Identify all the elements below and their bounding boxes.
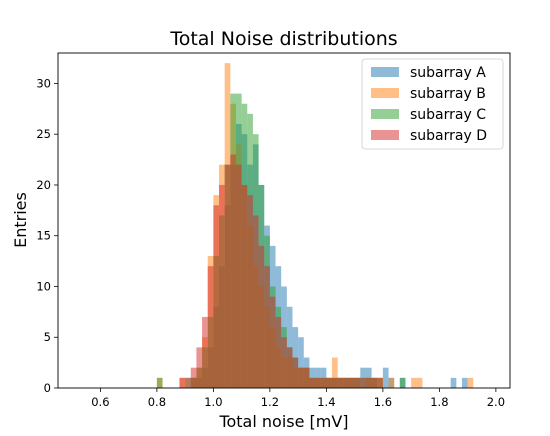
histogram-bar — [360, 377, 366, 388]
legend-swatch — [371, 67, 399, 77]
histogram-bar — [241, 184, 248, 388]
x-axis-label: Total noise [mV] — [218, 412, 348, 431]
histogram-bar — [348, 377, 355, 388]
histogram-bar — [332, 377, 338, 388]
histogram-bar — [337, 377, 344, 388]
histogram-bar — [224, 164, 231, 388]
legend-swatch — [371, 109, 399, 119]
histogram-bar — [269, 296, 276, 388]
y-tick-label: 30 — [36, 76, 51, 90]
x-tick-label: 0.8 — [148, 395, 166, 409]
legend-label: subarray A — [410, 65, 486, 81]
legend-label: subarray C — [410, 107, 486, 123]
histogram-bar — [332, 357, 338, 388]
y-tick-label: 25 — [36, 127, 51, 141]
histogram-bar — [156, 377, 163, 388]
y-tick-label: 15 — [36, 229, 51, 243]
legend-swatch — [371, 130, 399, 140]
histogram-bar — [315, 377, 321, 388]
legend-box — [361, 58, 504, 150]
histogram-bar — [371, 377, 378, 388]
x-tick-label: 1.6 — [374, 395, 392, 409]
y-tick-label: 0 — [44, 381, 51, 395]
histogram-bar — [230, 154, 236, 388]
histogram-bar — [377, 377, 383, 388]
legend-label: subarray D — [410, 128, 487, 144]
histogram-bar — [281, 337, 287, 388]
histogram-bar — [382, 367, 389, 388]
histogram-bar — [264, 266, 270, 388]
x-tick-label: 1.2 — [261, 395, 279, 409]
histogram-bar — [196, 347, 203, 388]
x-tick-label: 0.6 — [91, 395, 109, 409]
x-axis-ticks: 0.6 0.8 1.0 1.2 1.4 1.6 1.8 2.0 — [91, 388, 505, 409]
histogram-bar — [275, 316, 282, 388]
histogram-bar — [202, 316, 208, 388]
y-tick-label: 20 — [36, 178, 51, 192]
histogram-bar — [365, 377, 372, 388]
series-4 — [179, 154, 383, 388]
histogram-bar — [303, 367, 310, 388]
histogram-bar — [247, 195, 253, 388]
x-tick-label: 1.4 — [317, 395, 335, 409]
x-tick-label: 2.0 — [487, 395, 505, 409]
y-axis-ticks: 0 5 10 15 20 25 30 — [36, 76, 58, 395]
histogram-bar — [190, 367, 197, 388]
x-tick-label: 1.8 — [430, 395, 448, 409]
legend-label: subarray B — [410, 86, 486, 102]
histogram-bar — [292, 357, 299, 388]
y-tick-label: 5 — [44, 330, 51, 344]
histogram-bar — [326, 377, 333, 388]
histogram-bar — [185, 377, 191, 388]
histogram-bar — [207, 266, 214, 388]
histogram-bar — [298, 367, 304, 388]
histogram-bar — [213, 205, 220, 388]
histogram-bar — [235, 164, 242, 388]
y-tick-label: 10 — [36, 279, 51, 293]
x-tick-label: 1.0 — [204, 395, 222, 409]
histogram-bar — [416, 377, 423, 388]
legend-swatch — [371, 88, 399, 98]
plot-frame — [57, 52, 511, 389]
histogram-bar — [286, 347, 293, 388]
histogram-bar — [309, 377, 316, 388]
histogram-bar — [252, 215, 259, 388]
legend: subarray A subarray B subarray C subarray D — [361, 58, 504, 150]
chart-title: Total Noise distributions — [169, 28, 397, 50]
histogram-bar — [292, 327, 299, 388]
histogram-bar — [411, 377, 417, 388]
histogram-bar — [450, 377, 457, 388]
histogram-bar — [179, 377, 186, 388]
histogram-bar — [219, 184, 225, 388]
histogram-bar — [388, 377, 395, 388]
histogram-bar — [354, 377, 361, 388]
histogram-bar — [467, 377, 474, 388]
histogram-bar — [298, 337, 304, 388]
y-axis-label: Entries — [11, 192, 30, 248]
histogram-bar — [320, 377, 327, 388]
histogram-bar — [461, 377, 468, 388]
bars-layer — [156, 63, 474, 389]
histogram-bar — [343, 377, 349, 388]
histogram-bar — [399, 377, 406, 388]
histogram-bar — [258, 245, 265, 388]
